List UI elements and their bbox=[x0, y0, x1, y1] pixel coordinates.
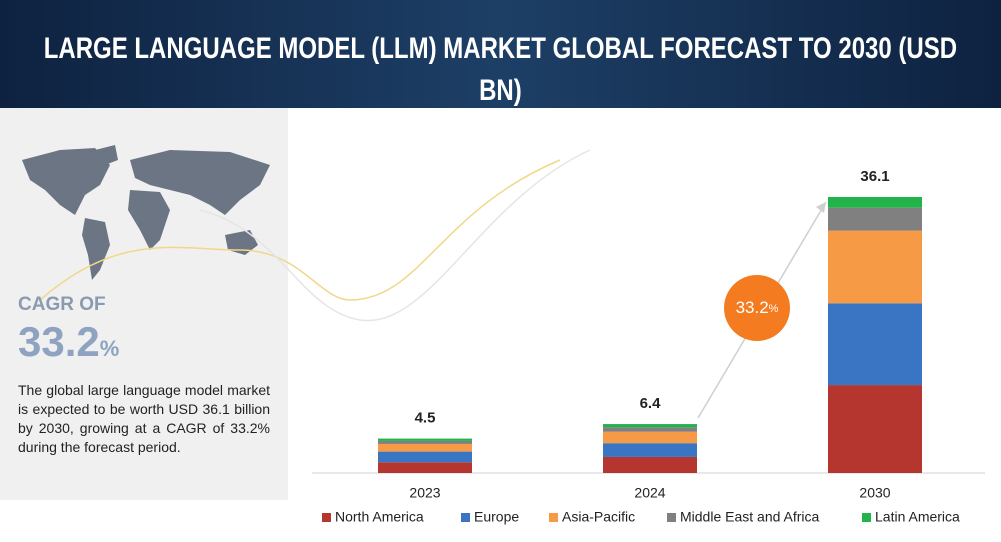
legend-swatch bbox=[667, 513, 676, 522]
bar-segment bbox=[828, 207, 922, 231]
bar-segment bbox=[378, 443, 472, 452]
legend-swatch bbox=[862, 513, 871, 522]
bar-segment bbox=[603, 427, 697, 432]
bar-segment bbox=[603, 443, 697, 457]
bar-segment bbox=[378, 438, 472, 441]
bar-segment bbox=[828, 303, 922, 386]
bar-segment bbox=[828, 197, 922, 208]
world-map bbox=[22, 145, 270, 280]
bar-segment bbox=[828, 230, 922, 304]
bar-segment bbox=[378, 451, 472, 463]
cagr-unit: % bbox=[99, 336, 120, 361]
cagr-number: 33.2 bbox=[18, 318, 100, 365]
bar-segment bbox=[378, 462, 472, 473]
total-label: 6.4 bbox=[640, 395, 662, 412]
legend-label: Latin America bbox=[875, 509, 960, 525]
x-tick-label: 2024 bbox=[634, 485, 665, 501]
bar-segment bbox=[378, 440, 472, 444]
bar-segment bbox=[603, 424, 697, 428]
cagr-label: CAGR OF bbox=[18, 294, 106, 315]
description: The global large language model market i… bbox=[18, 382, 270, 455]
arrow-head bbox=[816, 202, 826, 213]
x-tick-label: 2023 bbox=[409, 485, 440, 501]
bar-segment bbox=[603, 456, 697, 473]
growth-circle bbox=[724, 275, 790, 341]
x-tick-label: 2030 bbox=[859, 485, 890, 501]
growth-unit: % bbox=[769, 303, 779, 315]
header: LARGE LANGUAGE MODEL (LLM) MARKET GLOBAL… bbox=[0, 0, 1001, 108]
cagr-value: 33.2% bbox=[18, 318, 119, 366]
total-label: 4.5 bbox=[415, 410, 436, 427]
total-label: 36.1 bbox=[860, 168, 889, 185]
growth-label: 33.2% bbox=[736, 298, 779, 317]
growth-value: 33.2 bbox=[736, 298, 769, 317]
bar-segment bbox=[603, 431, 697, 444]
legend-label: Europe bbox=[474, 509, 519, 525]
legend-label: Asia-Pacific bbox=[562, 509, 635, 525]
legend-swatch bbox=[322, 513, 331, 522]
decor-curve bbox=[39, 159, 561, 301]
decor-curve bbox=[199, 149, 591, 322]
legend-label: Middle East and Africa bbox=[680, 509, 820, 525]
legend-label: North America bbox=[335, 509, 424, 525]
legend-swatch bbox=[461, 513, 470, 522]
legend-swatch bbox=[549, 513, 558, 522]
chart-title: LARGE LANGUAGE MODEL (LLM) MARKET GLOBAL… bbox=[43, 32, 958, 107]
bar-segment bbox=[828, 385, 922, 473]
